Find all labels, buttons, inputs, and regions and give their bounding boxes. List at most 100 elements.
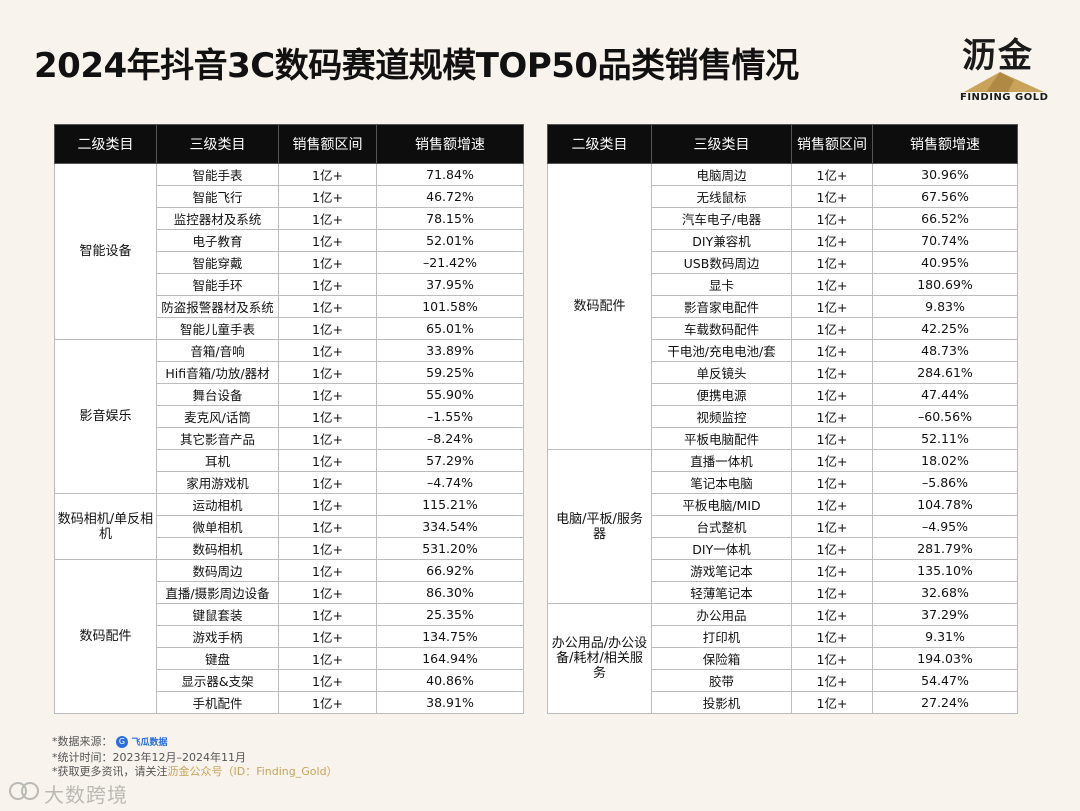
sales-range-cell: 1亿+	[278, 537, 377, 560]
page-title: 2024年抖音3C数码赛道规模TOP50品类销售情况	[34, 46, 799, 86]
subcategory-cell: 监控器材及系统	[156, 207, 279, 230]
subcategory-cell: 干电池/充电电池/套	[651, 339, 792, 362]
growth-cell: 30.96%	[872, 163, 1018, 186]
table-row: USB数码周边 1亿+ 40.95%	[548, 251, 1018, 274]
header-range: 销售额区间	[278, 124, 377, 164]
growth-cell: –21.42%	[376, 251, 524, 274]
subcategory-cell: 麦克风/话筒	[156, 405, 279, 428]
sales-range-cell: 1亿+	[278, 229, 377, 252]
subcategory-cell: 运动相机	[156, 493, 279, 516]
table-row: 家用游戏机 1亿+ –4.74%	[55, 471, 524, 494]
sales-range-cell: 1亿+	[278, 295, 377, 318]
subcategory-cell: 游戏笔记本	[651, 559, 792, 582]
table-row: 防盗报警器材及系统 1亿+ 101.58%	[55, 295, 524, 318]
sales-range-cell: 1亿+	[791, 273, 873, 296]
growth-cell: 78.15%	[376, 207, 524, 230]
category-cell: 智能设备	[54, 163, 157, 340]
sales-range-cell: 1亿+	[791, 361, 873, 384]
table-row: 显卡 1亿+ 180.69%	[548, 273, 1018, 296]
subcategory-cell: 家用游戏机	[156, 471, 279, 494]
watermark-text: 大数跨境	[44, 783, 128, 807]
subcategory-cell: 汽车电子/电器	[651, 207, 792, 230]
subcategory-cell: 智能穿戴	[156, 251, 279, 274]
sales-range-cell: 1亿+	[278, 383, 377, 406]
right-sales-table: 二级类目 三级类目 销售额区间 销售额增速 数码配件 电脑周边 1亿+ 30.96% 无…	[547, 124, 1018, 714]
sales-range-cell: 1亿+	[791, 647, 873, 670]
subcategory-cell: 键鼠套装	[156, 603, 279, 626]
sales-range-cell: 1亿+	[791, 163, 873, 186]
sales-range-cell: 1亿+	[791, 295, 873, 318]
table-row: 汽车电子/电器 1亿+ 66.52%	[548, 207, 1018, 230]
growth-cell: 40.86%	[376, 669, 524, 692]
growth-cell: 54.47%	[872, 669, 1018, 692]
subcategory-cell: 显示器&支架	[156, 669, 279, 692]
growth-cell: 27.24%	[872, 691, 1018, 714]
table-row: 投影机 1亿+ 27.24%	[548, 691, 1018, 714]
subcategory-cell: USB数码周边	[651, 251, 792, 274]
table-row: 数码相机 1亿+ 531.20%	[55, 537, 524, 560]
header-growth: 销售额增速	[376, 124, 524, 164]
table-row: 键鼠套装 1亿+ 25.35%	[55, 603, 524, 626]
table-row: 影音娱乐 音箱/音响 1亿+ 33.89%	[54, 339, 524, 494]
sales-range-cell: 1亿+	[278, 163, 377, 186]
category-cell: 数码配件	[54, 559, 157, 714]
growth-cell: 33.89%	[376, 339, 524, 362]
sales-range-cell: 1亿+	[278, 273, 377, 296]
subcategory-cell: 办公用品	[651, 603, 792, 626]
table-row: 智能穿戴 1亿+ –21.42%	[55, 251, 524, 274]
sales-range-cell: 1亿+	[791, 427, 873, 450]
subcategory-cell: 显卡	[651, 273, 792, 296]
table-row: 显示器&支架 1亿+ 40.86%	[55, 669, 524, 692]
growth-cell: 59.25%	[376, 361, 524, 384]
sales-range-cell: 1亿+	[791, 471, 873, 494]
table-row: 微单相机 1亿+ 334.54%	[55, 515, 524, 538]
growth-cell: 52.01%	[376, 229, 524, 252]
table-row: 影音家电配件 1亿+ 9.83%	[548, 295, 1018, 318]
growth-cell: 37.95%	[376, 273, 524, 296]
table-row: 智能设备 智能手表 1亿+ 71.84%	[54, 163, 524, 340]
sales-range-cell: 1亿+	[791, 383, 873, 406]
growth-cell: 9.31%	[872, 625, 1018, 648]
growth-cell: 115.21%	[376, 493, 524, 516]
header-range: 销售额区间	[791, 124, 873, 164]
gold-mountain-icon	[964, 72, 1044, 92]
subcategory-cell: 单反镜头	[651, 361, 792, 384]
growth-cell: 40.95%	[872, 251, 1018, 274]
more-highlight: 沥金公众号（ID：Finding_Gold）	[167, 765, 338, 778]
sales-range-cell: 1亿+	[278, 515, 377, 538]
subcategory-cell: 台式整机	[651, 515, 792, 538]
sales-range-cell: 1亿+	[791, 449, 873, 472]
subcategory-cell: 舞台设备	[156, 383, 279, 406]
subcategory-cell: 保险箱	[651, 647, 792, 670]
growth-cell: 194.03%	[872, 647, 1018, 670]
subcategory-cell: 轻薄笔记本	[651, 581, 792, 604]
brand-logo: 沥金 FINDING GOLD	[950, 28, 1056, 108]
subcategory-cell: Hifi音箱/功放/器材	[156, 361, 279, 384]
footer-source: *数据来源： G 飞瓜数据	[52, 735, 338, 751]
sales-range-cell: 1亿+	[278, 691, 377, 714]
sales-range-cell: 1亿+	[278, 603, 377, 626]
header-growth: 销售额增速	[872, 124, 1018, 164]
subcategory-cell: 无线鼠标	[651, 185, 792, 208]
sales-range-cell: 1亿+	[278, 361, 377, 384]
table-row: 数码配件 数码周边 1亿+ 66.92%	[54, 559, 524, 714]
sales-range-cell: 1亿+	[791, 537, 873, 560]
header-level2: 二级类目	[54, 124, 157, 164]
growth-cell: 65.01%	[376, 317, 524, 340]
more-prefix: *获取更多资讯，请关注	[52, 765, 168, 778]
subcategory-cell: DIY一体机	[651, 537, 792, 560]
footer-notes: *数据来源： G 飞瓜数据 *统计时间：2023年12月–2024年11月 *获…	[52, 735, 338, 780]
growth-cell: 104.78%	[872, 493, 1018, 516]
subcategory-cell: 音箱/音响	[156, 339, 279, 362]
table-row: 智能手环 1亿+ 37.95%	[55, 273, 524, 296]
growth-cell: –60.56%	[872, 405, 1018, 428]
subcategory-cell: 智能手环	[156, 273, 279, 296]
sales-range-cell: 1亿+	[278, 251, 377, 274]
sales-range-cell: 1亿+	[791, 339, 873, 362]
sales-range-cell: 1亿+	[278, 669, 377, 692]
category-cell: 影音娱乐	[54, 339, 157, 494]
watermark-logo-icon	[9, 782, 39, 800]
sales-range-cell: 1亿+	[791, 669, 873, 692]
table-row: 数码配件 电脑周边 1亿+ 30.96%	[547, 163, 1018, 450]
sales-range-cell: 1亿+	[791, 603, 873, 626]
